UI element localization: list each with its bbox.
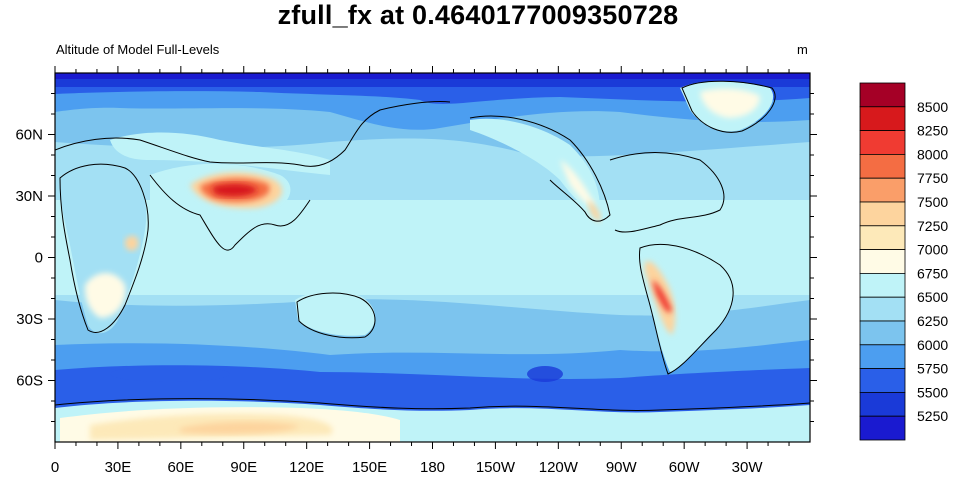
colorbar-swatch — [859, 320, 906, 346]
lon-tick-label: 120E — [289, 459, 324, 476]
lon-tick-label: 90W — [606, 459, 638, 476]
colorbar-swatch — [859, 368, 906, 393]
colorbar: 8500 8250 8000 7750 7500 7250 7000 6750 6500 6250… — [859, 82, 948, 441]
colorbar-label: 5250 — [917, 408, 948, 424]
lon-tick-label: 0 — [51, 459, 59, 476]
colorbar-swatch — [859, 272, 906, 298]
colorbar-label: 7000 — [917, 242, 948, 258]
colorbar-label: 6500 — [917, 289, 948, 305]
lon-tick-label: 180 — [420, 459, 445, 476]
colorbar-swatch — [859, 391, 906, 417]
australia-coast — [296, 292, 376, 339]
colorbar-label: 6000 — [917, 337, 948, 353]
field-description: Altitude of Model Full-Levels — [56, 42, 220, 57]
colorbar-label: 6750 — [917, 265, 948, 281]
colorbar-swatch — [859, 415, 906, 441]
colorbar-label: 6250 — [917, 313, 948, 329]
colorbar-label: 8500 — [917, 99, 948, 115]
north-america-coast — [469, 115, 725, 233]
lat-tick-label: 60N — [15, 127, 43, 144]
contour-field — [55, 73, 810, 442]
colorbar-swatch — [859, 201, 906, 227]
lon-tick-label: 120W — [539, 459, 579, 476]
africa-coast — [59, 163, 149, 333]
lon-tick-label: 150W — [476, 459, 516, 476]
latitude-axis: 60N 30N 0 30S 60S — [15, 93, 817, 422]
lon-tick-label: 30E — [105, 459, 132, 476]
longitude-axis: 0 30E 60E 90E 120E 150E 180 150W 120W 90W 60W 30W — [51, 66, 790, 476]
lon-tick-label: 30W — [732, 459, 764, 476]
colorbar-swatch — [859, 153, 906, 179]
colorbar-label: 7750 — [917, 170, 948, 186]
colorbar-swatch — [859, 225, 906, 251]
colorbar-label: 8000 — [917, 146, 948, 162]
coastlines — [55, 80, 810, 412]
lon-tick-label: 90E — [230, 459, 257, 476]
south-america-coast — [639, 243, 734, 375]
plot-title: zfull_fx at 0.4640177009350728 — [277, 0, 679, 30]
colorbar-swatch — [859, 249, 906, 274]
colorbar-swatch — [859, 344, 906, 369]
colorbar-label: 5750 — [917, 361, 948, 377]
colorbar-label: 5500 — [917, 384, 948, 400]
lat-tick-label: 30S — [16, 311, 43, 328]
units-label: m — [797, 42, 808, 57]
lon-tick-label: 60E — [167, 459, 194, 476]
colorbar-swatch — [859, 177, 906, 203]
lon-tick-label: 60W — [669, 459, 701, 476]
lat-tick-label: 30N — [15, 188, 43, 205]
colorbar-label: 7250 — [917, 218, 948, 234]
lat-tick-label: 0 — [35, 250, 43, 267]
colorbar-swatch — [859, 130, 906, 155]
colorbar-label: 8250 — [917, 123, 948, 139]
colorbar-swatch — [859, 296, 906, 322]
lon-tick-label: 150E — [352, 459, 387, 476]
colorbar-label: 7500 — [917, 194, 948, 210]
greenland-coast — [681, 80, 776, 133]
lat-tick-label: 60S — [16, 373, 43, 390]
eurasia-coast — [55, 101, 451, 251]
colorbar-swatch — [859, 82, 906, 108]
colorbar-swatch — [859, 106, 906, 132]
antarctica-coast — [55, 398, 810, 412]
